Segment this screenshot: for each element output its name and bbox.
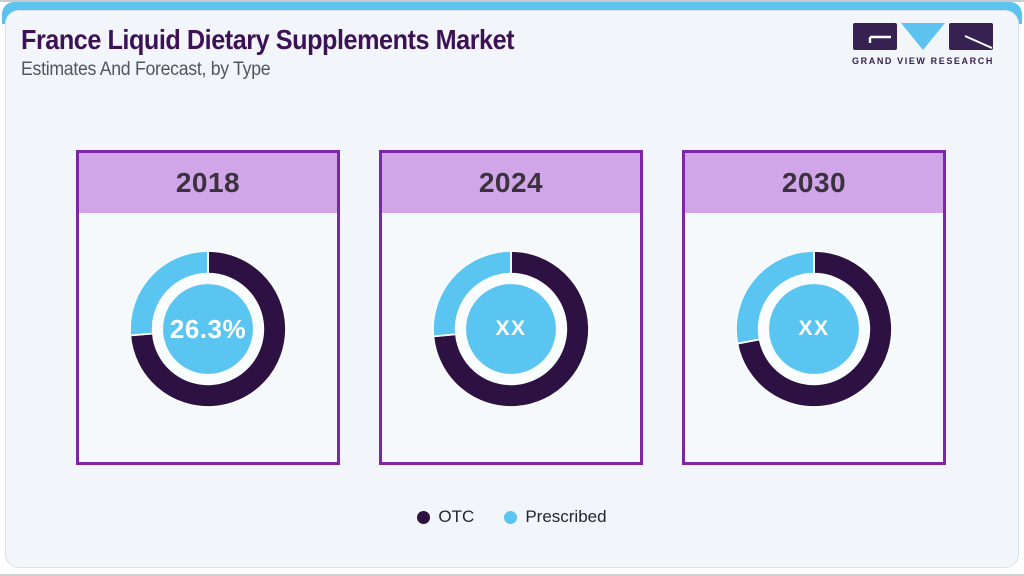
gvr-logo-text: GRAND VIEW RESEARCH [852, 56, 994, 66]
donut-rings-icon [129, 250, 287, 408]
donut-center-value: XX [798, 317, 830, 340]
page-title: France Liquid Dietary Supplements Market [21, 24, 515, 55]
year-label: 2024 [478, 167, 544, 198]
card-body: XX [382, 213, 640, 465]
year-label: 2018 [175, 167, 241, 198]
prescribed-legend-dot-icon [504, 510, 518, 524]
bottom-edge-line [0, 574, 1024, 576]
donut-center-value: 26.3% [169, 313, 247, 344]
year-card-2018: 2018 26.3% [76, 150, 340, 465]
year-cards-row: 2018 26.3% 2024 XX 2030 [76, 150, 946, 465]
legend-item-prescribed: Prescribed [504, 507, 607, 527]
card-body: 26.3% [79, 213, 337, 465]
donut-chart-2024: XX [432, 250, 590, 408]
card-year-header: 2024 [382, 153, 640, 213]
top-edge-line [0, 0, 1024, 2]
legend-item-otc: OTC [417, 507, 474, 527]
gvr-logo: GRAND VIEW RESEARCH [850, 22, 996, 66]
gvr-logo-icon [853, 23, 993, 50]
header: France Liquid Dietary Supplements Market… [21, 24, 569, 81]
page-subtitle: Estimates And Forecast, by Type [21, 59, 271, 80]
year-card-2024: 2024 XX [379, 150, 643, 465]
year-label: 2030 [781, 167, 847, 198]
donut-rings-icon [432, 250, 590, 408]
legend: OTC Prescribed [0, 507, 1024, 527]
donut-chart-2030: XX [735, 250, 893, 408]
donut-rings-icon [735, 250, 893, 408]
donut-chart-2018: 26.3% [129, 250, 287, 408]
otc-legend-dot-icon [417, 510, 431, 524]
legend-label: OTC [438, 507, 475, 526]
legend-label: Prescribed [525, 507, 607, 526]
card-year-header: 2018 [79, 153, 337, 213]
donut-center-value: XX [495, 317, 527, 340]
card-body: XX [685, 213, 943, 465]
card-year-header: 2030 [685, 153, 943, 213]
year-card-2030: 2030 XX [682, 150, 946, 465]
